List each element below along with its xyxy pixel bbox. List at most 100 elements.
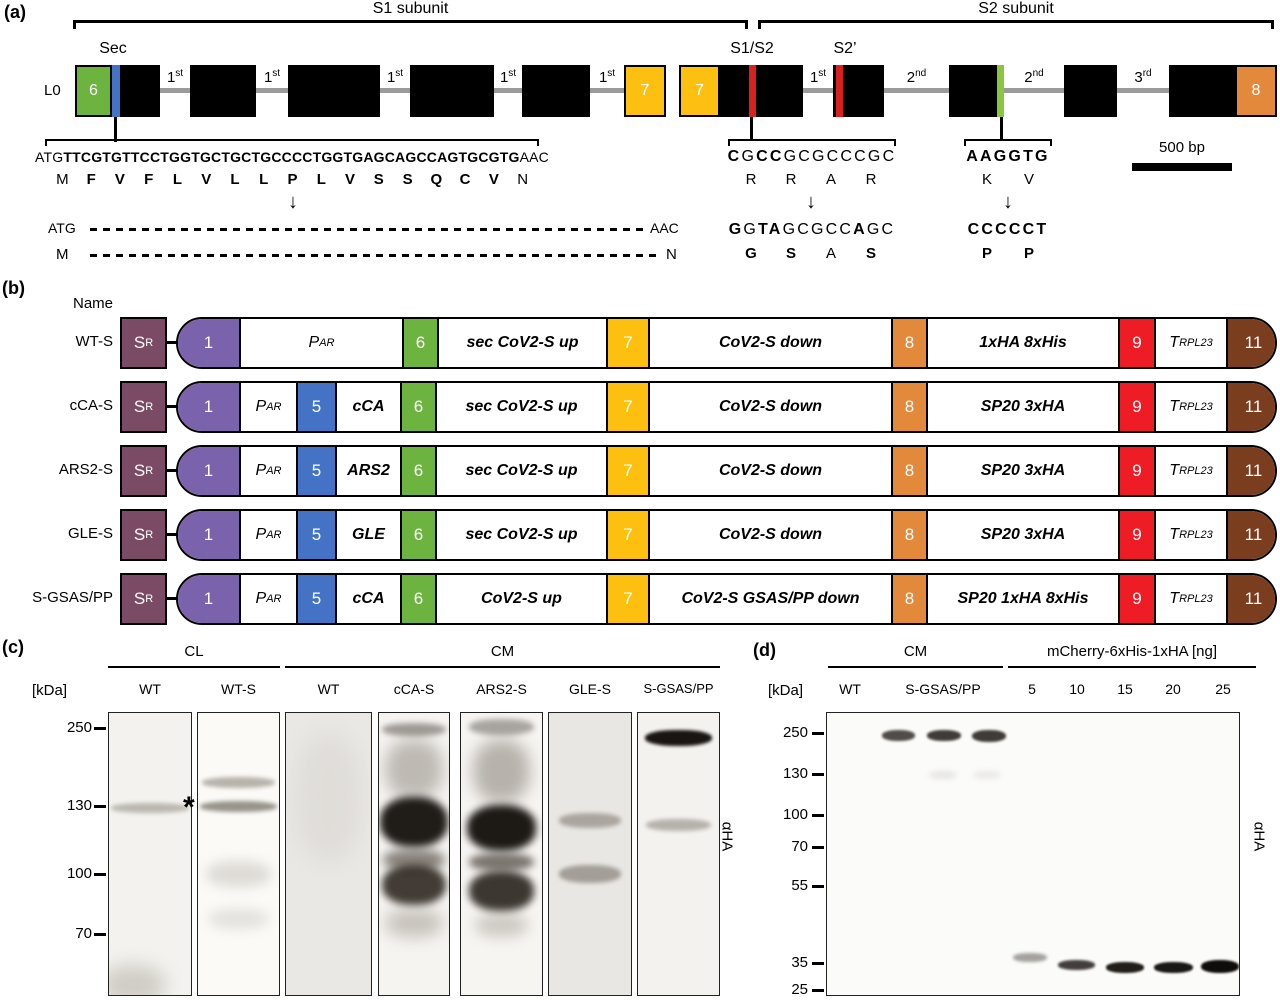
construct-segment-name: sec CoV2-S up (435, 447, 606, 495)
amino-acid: V (114, 171, 125, 188)
construct-segment-1: 1 (178, 447, 239, 495)
exon-box (410, 65, 494, 117)
construct-segment-8: 8 (891, 319, 926, 367)
amino-acid: G (745, 245, 757, 262)
mw-marker-tick (94, 873, 106, 876)
scalebar (1132, 163, 1232, 171)
numbered-element-box: 8 (1235, 65, 1277, 117)
intron-class-label: 1st (596, 65, 618, 86)
dna-seq-segment: A (853, 220, 867, 238)
construct-segment-8: 8 (891, 383, 926, 431)
construct-segment-promoter: P AR (239, 383, 296, 431)
intron-line (884, 88, 949, 93)
construct-segment-7: 7 (606, 575, 648, 623)
construct-segment-6: 6 (400, 575, 435, 623)
dna-seq-segment: G (741, 147, 757, 165)
sequence-bracket (45, 139, 539, 146)
lane-label: 20 (1165, 681, 1181, 697)
amino-acid: F (144, 171, 154, 188)
amino-acid: K (981, 171, 992, 188)
protein-band (294, 733, 363, 863)
exon-box (1169, 65, 1235, 117)
amino-acid: A (825, 171, 836, 188)
nonspecific-band-asterisk: * (183, 791, 195, 824)
mw-marker-label: 35 (791, 954, 808, 971)
sample-group-underline (828, 666, 1003, 668)
dna-seq-segment: G (728, 220, 744, 238)
amino-acid: R (745, 171, 757, 188)
exon-box (720, 65, 803, 117)
lane-label: WT-S (221, 681, 256, 697)
mw-marker-tick (812, 814, 824, 817)
lane-label: WT (139, 681, 161, 697)
mw-marker-label: 70 (791, 838, 808, 855)
construct-segment-name: cCA (335, 383, 400, 431)
construct-segment-1: 1 (178, 575, 239, 623)
amino-acid: N (517, 171, 529, 188)
amino-acid: V (488, 171, 499, 188)
deletion-aa-dashes (90, 254, 660, 257)
deletion-aa-left: M (56, 246, 69, 263)
mw-marker-label: 70 (75, 925, 92, 942)
mw-marker-tick (812, 885, 824, 888)
intron-line (256, 88, 288, 93)
construct-segment-9: 9 (1118, 383, 1154, 431)
construct-segment-9: 9 (1118, 319, 1154, 367)
construct-segment-name: CoV2-S GSAS/PP down (648, 575, 891, 623)
lane-label: 25 (1215, 681, 1231, 697)
amino-acid: C (459, 171, 471, 188)
lane-label: WT (839, 681, 861, 697)
intron-line (803, 88, 833, 93)
construct-segment-9: 9 (1118, 575, 1154, 623)
replacement-arrow: ↓ (288, 191, 298, 213)
intron-line (590, 88, 624, 93)
construct-name-label: S-GSAS/PP (32, 589, 113, 606)
construct-segment-11: 11 (1226, 575, 1275, 623)
amino-acid: R (865, 171, 877, 188)
blot-lane (460, 712, 543, 996)
signal-peptide-dna: ATG TTCGTGTTCCTGGTGCTGCTGCCCCTGGTGAGCAGCC… (35, 147, 549, 166)
amino-acid: R (785, 171, 797, 188)
panel-c-antibody-label: αHA (718, 821, 736, 852)
construct-segment-5: 5 (296, 575, 335, 623)
protein-band (1058, 960, 1095, 970)
amino-acid: L (259, 171, 269, 188)
s1s2-dna-wt: C G CC GCGCCCGC (727, 147, 897, 166)
intron-class-label: 1st (164, 65, 186, 86)
dna-seq-segment: TTCGTGTTCCTGGTGCTGCTGCCCCTGGTGAGCAGCCAGT… (63, 148, 520, 165)
construct-segment-7: 7 (606, 383, 648, 431)
mw-marker-tick (812, 732, 824, 735)
construct-segment-5: 5 (296, 383, 335, 431)
dna-seq-segment: G (743, 220, 759, 238)
amino-acid: L (172, 171, 183, 188)
subunit-bracket (758, 20, 1274, 29)
dna-seq-segment: GCGCCCGC (783, 147, 897, 165)
exon-box (288, 65, 380, 117)
construct-segment-name: CoV2-S down (648, 447, 891, 495)
cleavage-site-line (749, 65, 756, 117)
intron-class-label: 2nd (1022, 65, 1046, 86)
sequence-bracket (964, 139, 1052, 146)
deletion-aa-right: N (666, 246, 677, 263)
lane-label: 10 (1069, 681, 1085, 697)
amino-acid: A (825, 245, 836, 262)
construct-segment-9: 9 (1118, 511, 1154, 559)
callout-tick (750, 117, 753, 140)
mw-marker-tick (94, 805, 106, 808)
amino-acid: M (56, 171, 69, 188)
dna-seq-segment: CCCCCT (967, 220, 1049, 238)
subunit-bracket-label: S1 subunit (372, 0, 449, 17)
construct-segment-name: sec CoV2-S up (435, 383, 606, 431)
blot-lane (548, 712, 632, 996)
lane-label: S-GSAS/PP (905, 681, 981, 697)
protein-band (109, 965, 165, 995)
dna-seq-segment: GC (866, 220, 896, 238)
sample-group-label: CM (490, 643, 515, 660)
mw-marker-tick (812, 773, 824, 776)
sample-group-label: CM (903, 643, 928, 660)
callout-tick (114, 117, 117, 142)
